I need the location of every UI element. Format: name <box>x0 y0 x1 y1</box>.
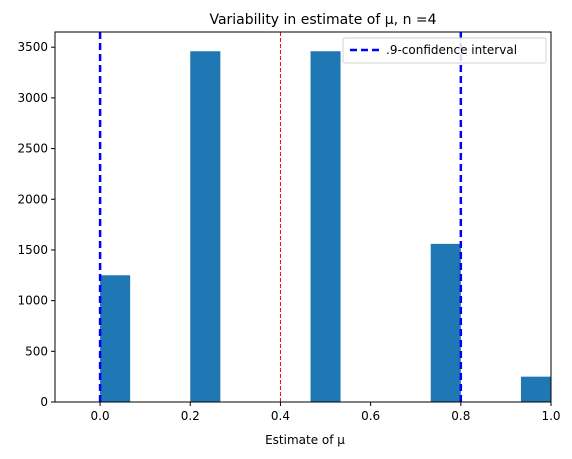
legend-box <box>342 37 547 64</box>
y-tick-label-6: 3000 <box>17 91 48 105</box>
chart-title: Variability in estimate of μ, n =4 <box>209 12 436 28</box>
histogram-bar-4 <box>520 376 551 402</box>
histogram-bar-3 <box>430 243 461 402</box>
plot-frame <box>54 31 552 403</box>
legend-label: .9-confidence interval <box>386 43 517 57</box>
x-tick-label-4: 0.8 <box>451 409 470 423</box>
histogram-bar-1 <box>190 51 221 402</box>
y-tick-label-7: 3500 <box>17 40 48 54</box>
bars-layer <box>100 51 551 402</box>
x-tick-label-1: 0.2 <box>181 409 200 423</box>
x-tick-label-5: 1.0 <box>541 409 560 423</box>
axes-layer: 0.0 0.2 0.4 0.6 0.8 1.0 0 500 1000 1500 2000 2500 30… <box>17 31 561 423</box>
y-tick-label-0: 0 <box>40 395 48 409</box>
legend: .9-confidence interval <box>342 37 547 64</box>
x-tick-label-3: 0.6 <box>361 409 380 423</box>
x-tick-label-0: 0.0 <box>91 409 110 423</box>
y-tick-label-2: 1000 <box>17 294 48 308</box>
x-tick-label-2: 0.4 <box>271 409 290 423</box>
y-tick-label-4: 2000 <box>17 192 48 206</box>
y-tick-label-5: 2500 <box>17 142 48 156</box>
x-axis-label: Estimate of μ <box>265 433 345 447</box>
reference-lines-layer <box>98 32 463 402</box>
y-tick-label-3: 1500 <box>17 243 48 257</box>
histogram-bar-0 <box>100 275 131 402</box>
y-tick-label-1: 500 <box>25 344 48 358</box>
histogram-bar-2 <box>310 51 341 402</box>
